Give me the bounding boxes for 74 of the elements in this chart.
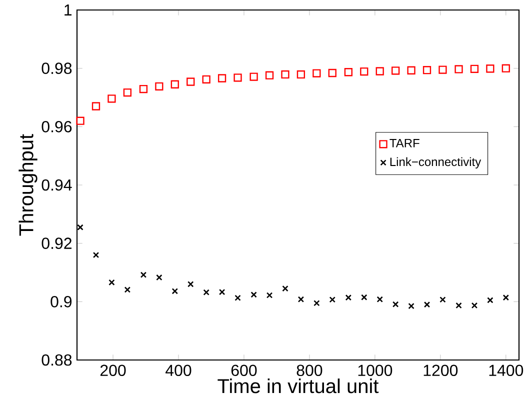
point (234, 74, 242, 82)
point (203, 289, 210, 296)
point (186, 78, 195, 86)
point (471, 302, 478, 309)
point (408, 302, 414, 310)
x-tick-label: 1200 (424, 364, 458, 376)
point (298, 296, 304, 302)
point (250, 72, 258, 81)
point (92, 252, 100, 258)
point (218, 288, 226, 296)
point (282, 285, 288, 292)
point (140, 272, 147, 278)
point (376, 296, 383, 302)
point (502, 294, 510, 301)
point (155, 82, 164, 90)
point (250, 292, 257, 298)
point (486, 64, 494, 73)
x-tick-label: 1400 (489, 364, 524, 376)
y-tick-label: 0.98 (42, 62, 72, 74)
point (440, 296, 446, 303)
point (77, 224, 84, 230)
x-axis-title: Time in virtual unit (218, 378, 379, 394)
y-tick-label: 0.96 (42, 121, 72, 132)
y-tick-label: 0.92 (42, 238, 72, 249)
legend-label: TARF (390, 139, 420, 148)
point (108, 94, 116, 103)
point (407, 66, 416, 74)
y-tick-label: 1 (64, 4, 72, 16)
y-axis-title: Throughput (18, 134, 38, 236)
point (92, 102, 100, 110)
point (312, 69, 321, 78)
point (76, 116, 84, 125)
x-tick-label: 800 (296, 364, 322, 376)
point (124, 286, 131, 293)
point (202, 75, 210, 84)
point (344, 68, 352, 76)
point (502, 64, 510, 72)
point (139, 84, 148, 94)
x-tick-label: 1000 (358, 364, 392, 376)
x-tick-label: 400 (166, 364, 192, 376)
point (345, 294, 352, 301)
point (187, 281, 194, 288)
point (438, 66, 447, 74)
point (487, 297, 494, 304)
legend-label: Link−connectivity (390, 157, 482, 168)
x-tick-label: 200 (100, 364, 126, 376)
point (108, 279, 115, 286)
point (234, 294, 241, 301)
point (265, 71, 274, 80)
y-tick-label: 0.9 (50, 296, 72, 308)
point (170, 80, 179, 88)
x-tick-label: 600 (231, 364, 257, 376)
point (218, 74, 226, 82)
point (392, 66, 400, 75)
point (392, 301, 399, 308)
point (424, 301, 430, 308)
point (172, 288, 178, 294)
point (314, 300, 320, 306)
point (156, 274, 162, 281)
y-tick-label: 0.94 (42, 179, 72, 191)
y-tick-label: 0.88 (42, 354, 72, 366)
point (456, 302, 462, 309)
point (422, 66, 432, 74)
point (360, 67, 368, 76)
point (361, 294, 368, 300)
point (123, 88, 132, 97)
point (281, 70, 290, 79)
point (266, 292, 273, 298)
point (296, 70, 306, 79)
point (329, 296, 336, 303)
point (328, 68, 336, 78)
point (454, 65, 463, 74)
point (470, 64, 479, 73)
point (376, 67, 384, 76)
